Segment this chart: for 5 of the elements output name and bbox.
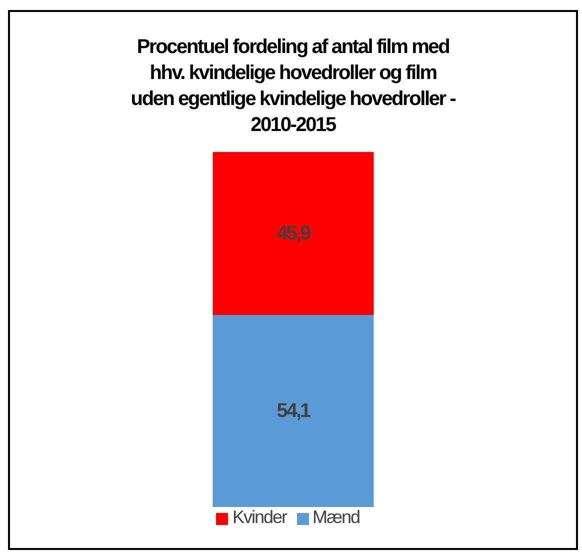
chart-title: Procentuel fordeling af antal film med hhv. kvindelige hovedroller og film uden egentlige kvindelige hovedroller - 2010-2015 [130,35,456,138]
legend-label: Kvinder [232,507,286,527]
data-label: 45,9 [276,222,312,244]
data-label: 54,1 [276,400,312,422]
legend-label: Mænd [312,507,360,527]
